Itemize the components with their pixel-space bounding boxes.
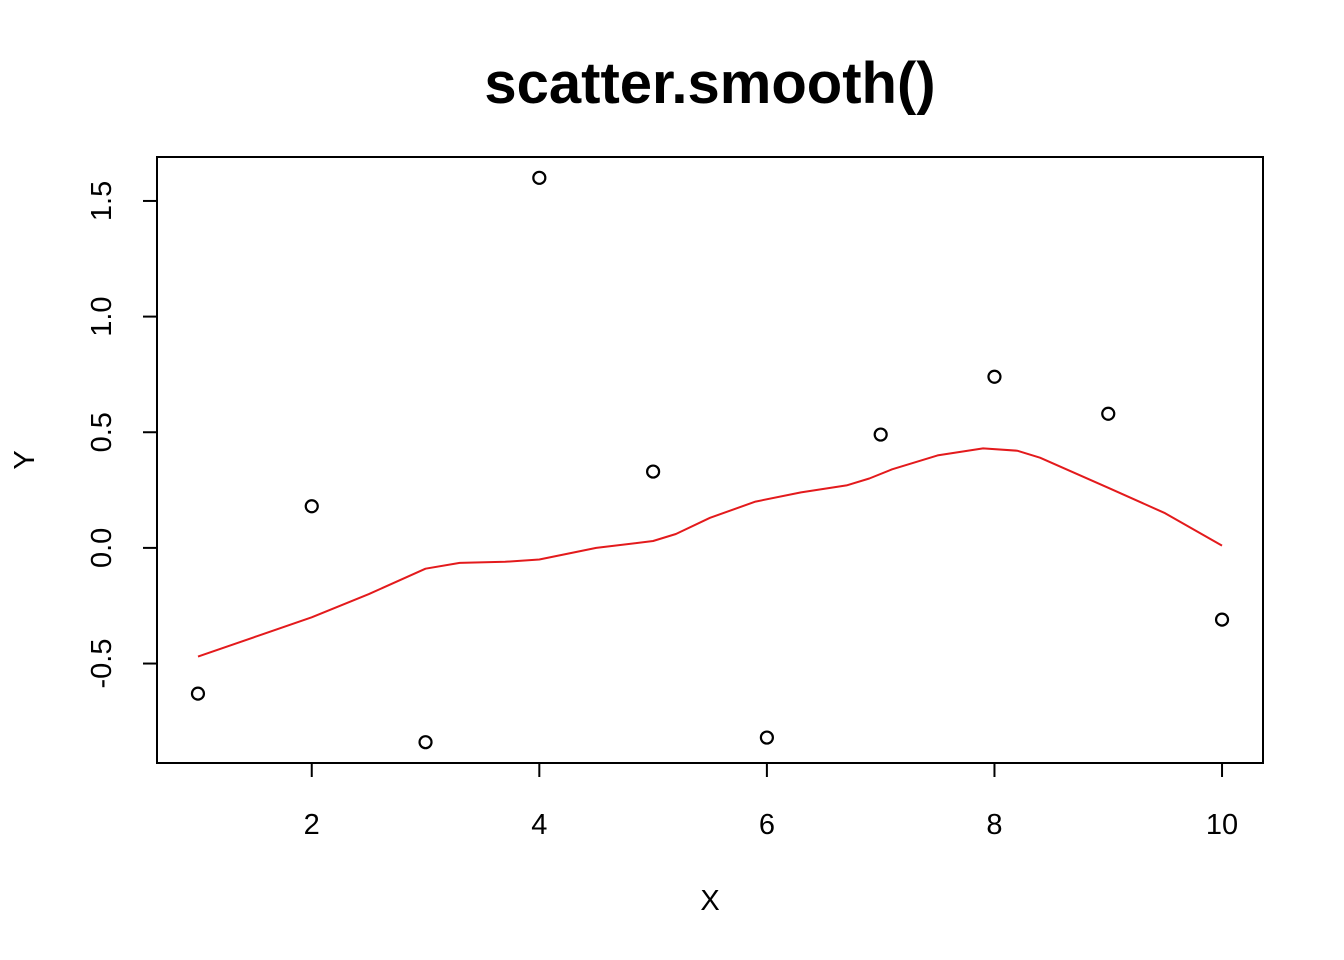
data-point — [418, 735, 433, 750]
x-tick-label: 8 — [986, 809, 1002, 841]
data-point — [873, 427, 888, 442]
y-tick-label: -0.5 — [86, 639, 118, 689]
y-tick-label: 0.5 — [86, 412, 118, 452]
y-axis: -0.5 0.0 0.5 1.0 1.5 — [86, 181, 158, 689]
smooth-line — [197, 447, 1223, 658]
x-tick-label: 4 — [531, 809, 547, 841]
y-tick-label: 1.0 — [86, 296, 118, 336]
x-tick-label: 10 — [1206, 809, 1238, 841]
y-tick-label: 0.0 — [86, 528, 118, 568]
data-point — [646, 464, 661, 479]
data-series — [190, 170, 1230, 750]
data-point — [1101, 406, 1116, 421]
data-point — [304, 499, 319, 514]
y-tick-label: 1.5 — [86, 181, 118, 221]
chart-title: scatter.smooth() — [484, 51, 935, 116]
data-point — [987, 369, 1002, 384]
data-point — [532, 170, 547, 185]
x-tick-label: 2 — [304, 809, 320, 841]
y-axis-label: Y — [9, 450, 41, 469]
data-point — [1214, 612, 1230, 627]
x-axis: 2 4 6 8 10 — [304, 762, 1238, 841]
data-point — [759, 730, 774, 745]
data-point — [190, 686, 206, 701]
x-axis-label: X — [700, 885, 719, 917]
x-tick-label: 6 — [759, 809, 775, 841]
